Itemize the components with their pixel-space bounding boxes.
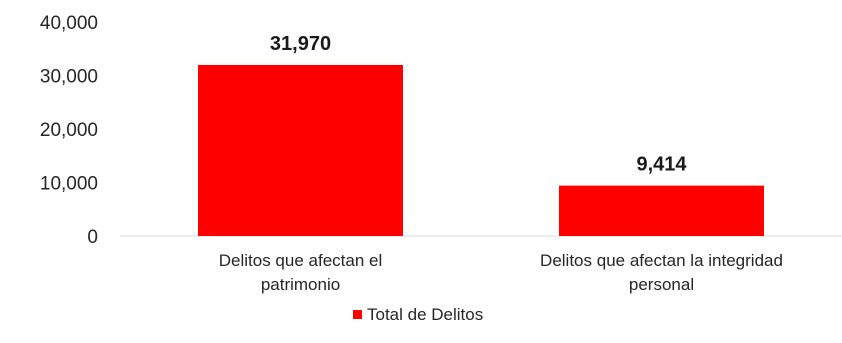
data-label: 31,970 bbox=[270, 33, 331, 55]
y-tick-label: 20,000 bbox=[40, 120, 98, 141]
legend-label: Total de Delitos bbox=[367, 305, 483, 324]
legend-swatch bbox=[353, 310, 362, 319]
x-category-label: Delitos que afectan el bbox=[219, 251, 383, 270]
x-category-label: personal bbox=[629, 275, 694, 294]
y-tick-label: 30,000 bbox=[40, 67, 98, 88]
y-tick-label: 10,000 bbox=[40, 174, 98, 195]
x-category-label: Delitos que afectan la integridad bbox=[540, 251, 783, 270]
bar-1 bbox=[198, 64, 403, 236]
data-label: 9,414 bbox=[636, 154, 687, 176]
y-tick-label: 0 bbox=[87, 227, 98, 248]
y-tick-label: 40,000 bbox=[40, 13, 98, 34]
bar-2 bbox=[559, 185, 764, 236]
x-category-label: patrimonio bbox=[261, 275, 340, 294]
